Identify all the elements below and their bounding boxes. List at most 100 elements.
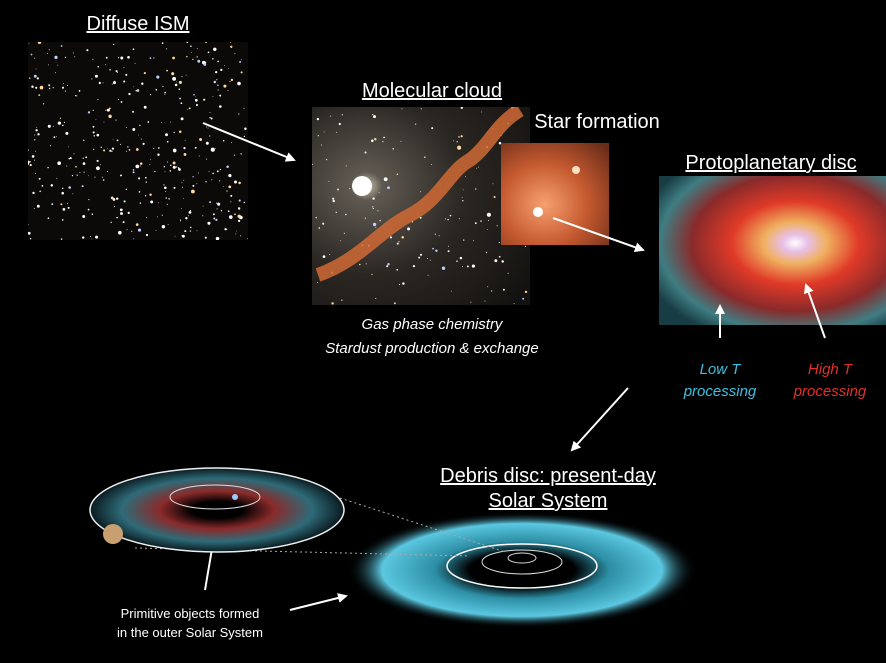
star <box>189 107 191 109</box>
star <box>445 218 446 219</box>
star <box>150 159 151 160</box>
star <box>62 87 64 89</box>
star <box>359 264 361 266</box>
star <box>234 154 235 155</box>
star <box>226 190 227 191</box>
star <box>193 94 195 96</box>
star <box>219 105 222 108</box>
star <box>336 212 337 213</box>
star <box>478 167 479 168</box>
star <box>28 232 31 235</box>
star <box>171 72 174 75</box>
star <box>162 86 163 87</box>
star <box>418 257 420 259</box>
star <box>192 176 193 177</box>
star <box>212 96 213 97</box>
star <box>220 169 221 170</box>
star <box>96 166 100 170</box>
star <box>167 141 169 143</box>
star <box>146 217 147 218</box>
star <box>239 61 241 63</box>
star <box>49 88 50 89</box>
star <box>32 155 35 158</box>
star <box>121 101 123 103</box>
star <box>51 203 53 205</box>
star <box>83 158 84 159</box>
star <box>341 299 342 300</box>
star <box>390 236 392 238</box>
star <box>340 240 341 241</box>
star <box>37 133 39 135</box>
star <box>413 265 415 267</box>
star <box>63 208 66 211</box>
star <box>107 148 108 149</box>
star <box>208 51 210 53</box>
star <box>128 212 130 214</box>
star <box>162 215 163 216</box>
star <box>120 212 123 215</box>
star <box>173 132 174 133</box>
star <box>318 135 319 136</box>
star <box>143 144 144 145</box>
star <box>83 140 84 141</box>
star <box>173 162 176 165</box>
star <box>67 85 68 86</box>
star <box>211 148 215 152</box>
star <box>141 83 143 85</box>
star <box>34 160 35 161</box>
note: processing <box>683 383 757 400</box>
star <box>236 231 237 232</box>
star <box>48 64 49 65</box>
star <box>448 250 450 252</box>
star <box>186 56 187 57</box>
star <box>336 132 337 133</box>
star <box>82 215 85 218</box>
star <box>179 81 182 84</box>
star <box>475 222 477 224</box>
star <box>65 132 68 135</box>
star <box>324 131 325 132</box>
star <box>427 258 428 259</box>
star <box>462 266 463 267</box>
star <box>137 89 140 92</box>
star <box>133 48 135 50</box>
star <box>205 237 207 239</box>
star <box>126 189 127 190</box>
star <box>68 147 69 148</box>
star <box>209 171 210 172</box>
star <box>99 82 101 84</box>
title: Solar System <box>489 490 608 512</box>
star <box>217 208 218 209</box>
star <box>144 106 147 109</box>
star <box>487 213 491 217</box>
star <box>364 151 366 153</box>
star <box>234 181 237 184</box>
star <box>170 170 172 172</box>
star <box>96 134 99 137</box>
star <box>157 154 159 156</box>
star <box>366 263 367 264</box>
star <box>195 147 197 149</box>
star <box>499 142 502 145</box>
star <box>170 122 171 123</box>
star <box>82 185 84 187</box>
star <box>136 148 139 151</box>
star <box>61 238 62 239</box>
star <box>331 302 333 304</box>
star <box>183 147 185 149</box>
star <box>57 161 61 165</box>
star <box>35 151 36 152</box>
star <box>164 92 166 94</box>
star <box>198 173 199 174</box>
star <box>182 187 183 188</box>
star <box>75 166 77 168</box>
star <box>208 222 209 223</box>
star <box>168 198 169 199</box>
bright-star <box>352 176 372 196</box>
star <box>525 291 527 293</box>
star <box>372 197 374 199</box>
star <box>105 110 106 111</box>
star <box>475 188 476 189</box>
star <box>317 282 318 283</box>
star <box>228 68 229 69</box>
